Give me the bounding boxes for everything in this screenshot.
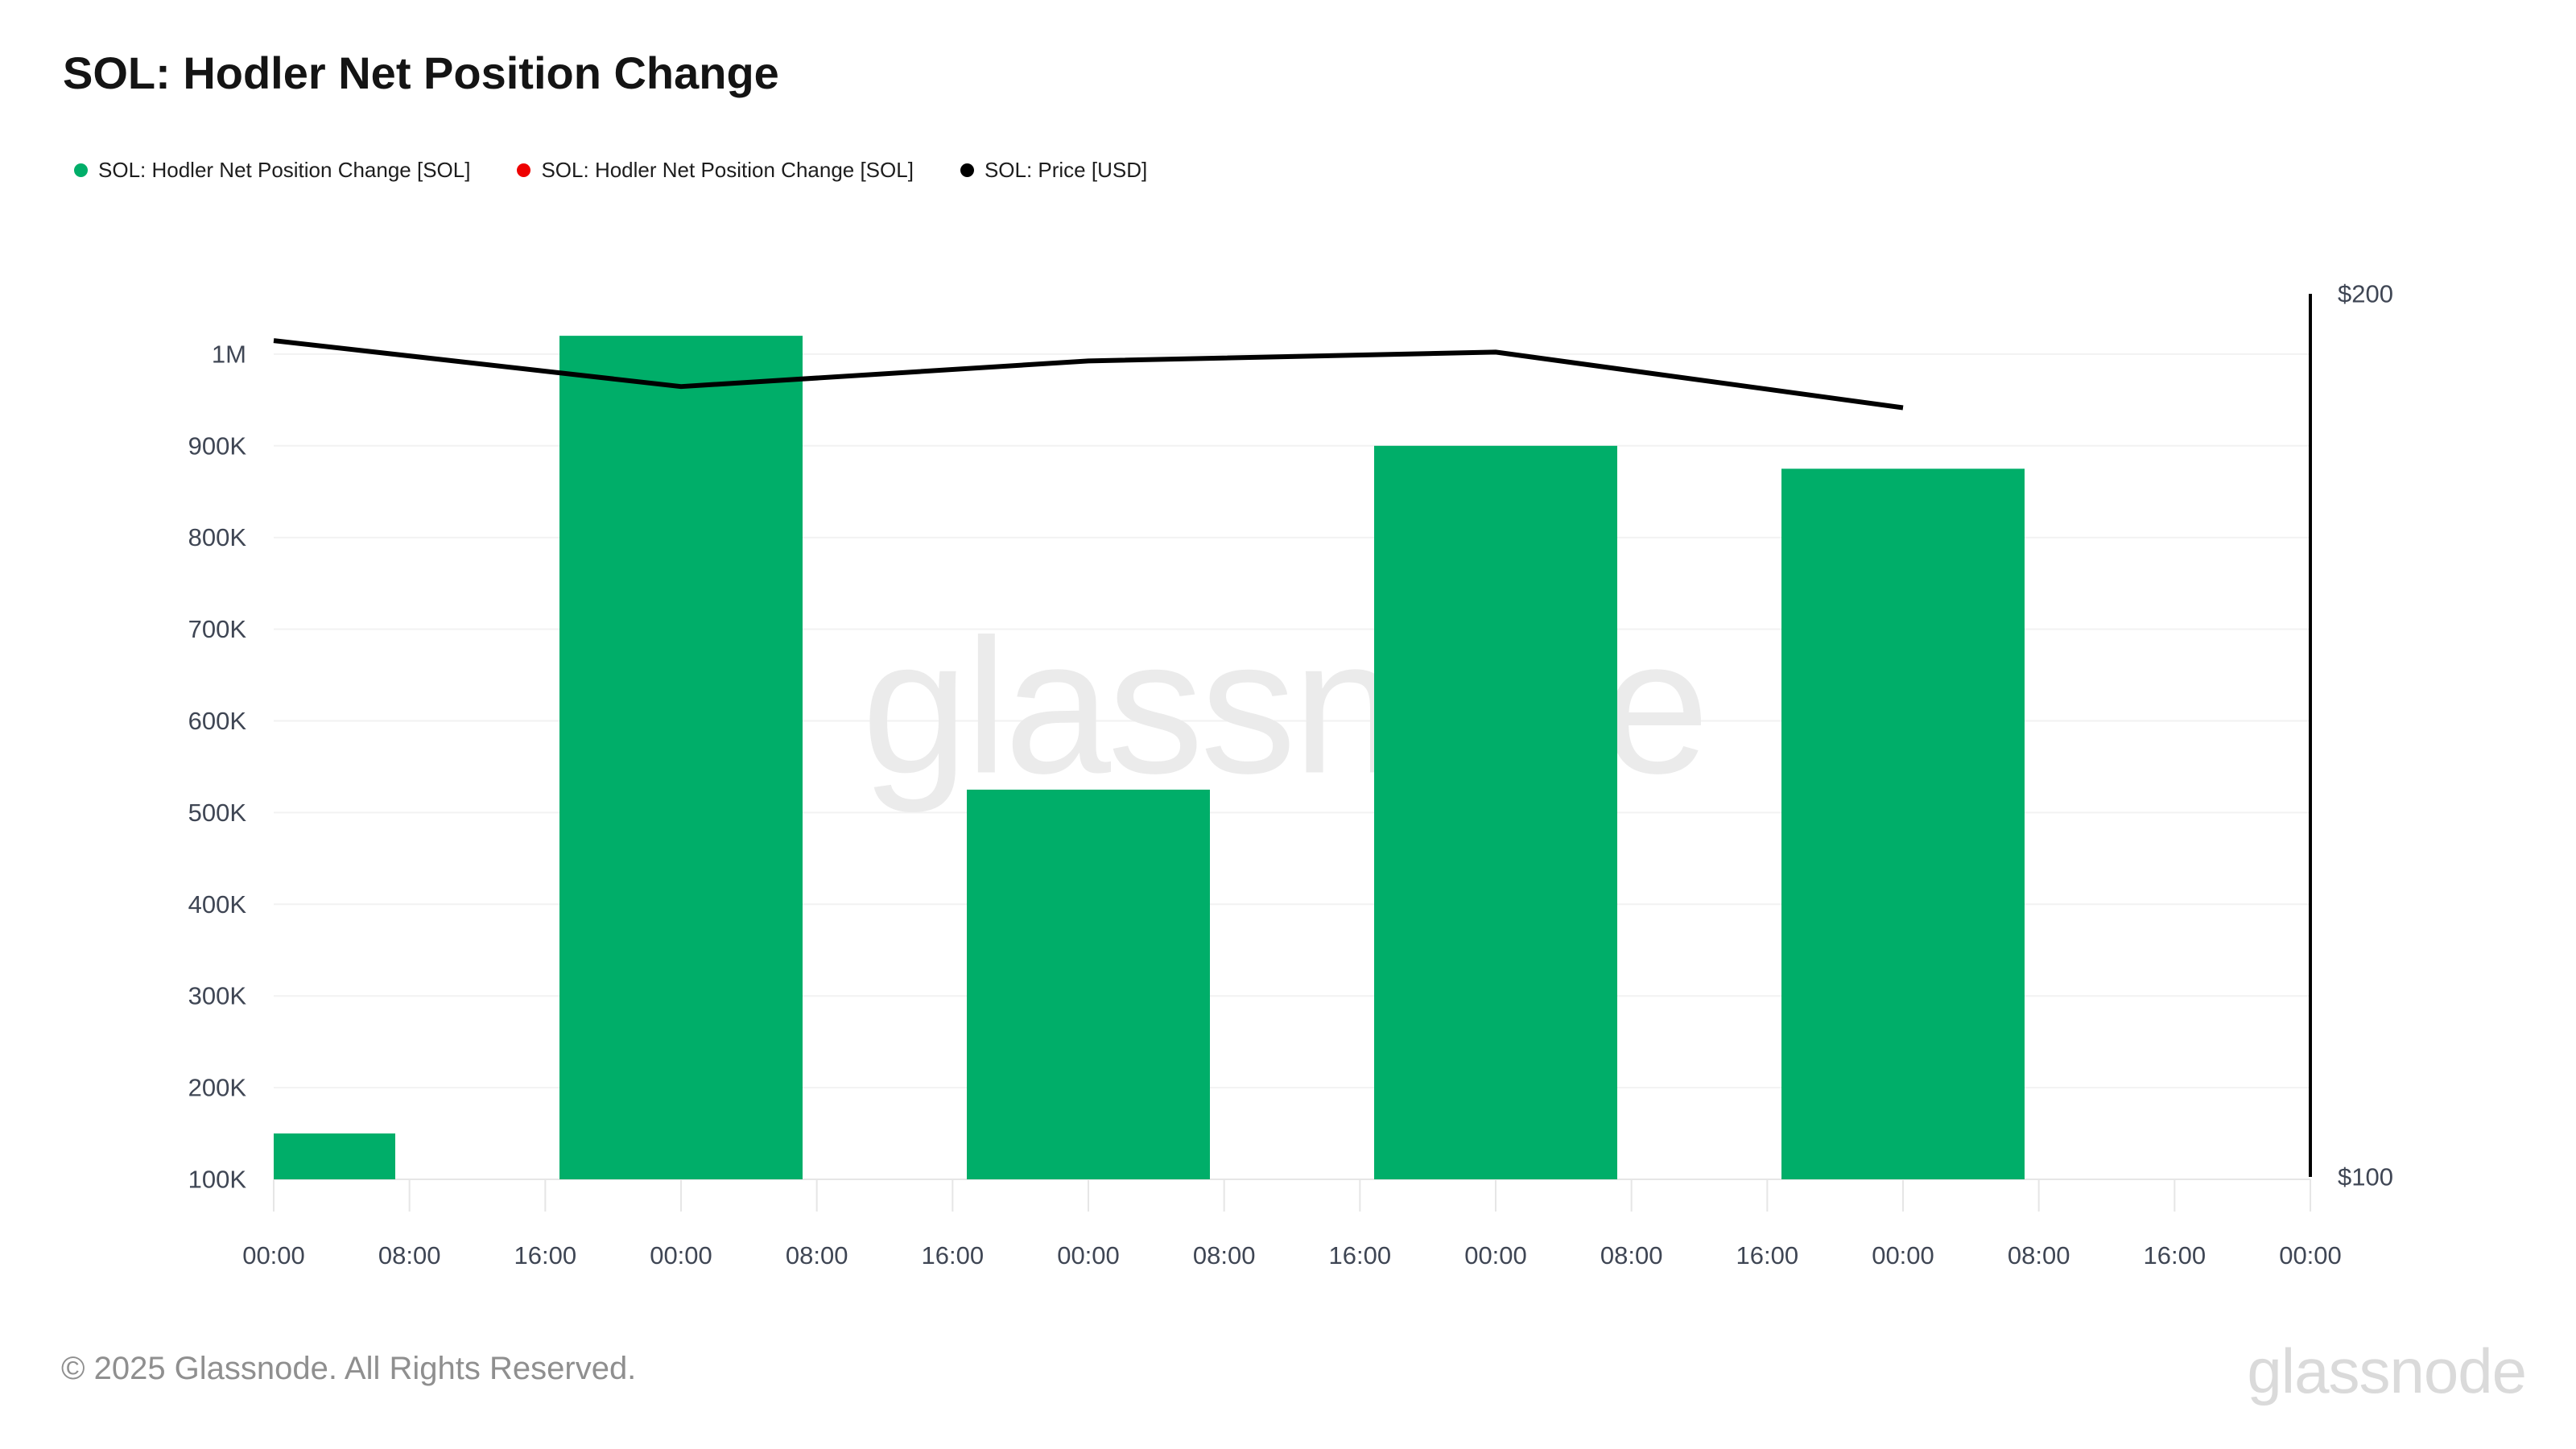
- x-axis-tick-label: 16:00: [2144, 1241, 2207, 1269]
- right-axis-min-label: $100: [2338, 1163, 2393, 1191]
- x-axis-tick-label: 08:00: [786, 1241, 848, 1269]
- x-axis-tick-label: 00:00: [1464, 1241, 1527, 1269]
- bar-hodler-net-position-change[interactable]: [1781, 469, 2025, 1179]
- x-axis-tick-label: 00:00: [650, 1241, 712, 1269]
- chart-legend: SOL: Hodler Net Position Change [SOL] SO…: [74, 158, 1147, 183]
- x-axis-tick-label: 08:00: [2008, 1241, 2070, 1269]
- x-axis-tick-label: 00:00: [242, 1241, 305, 1269]
- bar-hodler-net-position-change[interactable]: [152, 1133, 395, 1179]
- y-axis-tick-label: 500K: [188, 799, 247, 827]
- x-axis-tick-label: 08:00: [1600, 1241, 1663, 1269]
- x-axis-tick-label: 00:00: [1057, 1241, 1120, 1269]
- x-axis-tick-label: 00:00: [2279, 1241, 2342, 1269]
- x-axis-tick-label: 16:00: [514, 1241, 577, 1269]
- bar-series-group: [152, 336, 2025, 1179]
- y-axis-tick-label: 900K: [188, 431, 247, 460]
- green-series-dot-icon: [74, 163, 88, 177]
- x-axis-tick-label: 16:00: [1736, 1241, 1799, 1269]
- y-axis-tick-label: 800K: [188, 523, 247, 551]
- legend-item-label: SOL: Hodler Net Position Change [SOL]: [98, 158, 471, 182]
- x-axis-tick-label: 08:00: [378, 1241, 441, 1269]
- y-axis-tick-label: 600K: [188, 707, 247, 735]
- bar-hodler-net-position-change[interactable]: [967, 789, 1210, 1179]
- legend-item-hodler-net-position-green[interactable]: SOL: Hodler Net Position Change [SOL]: [74, 158, 470, 183]
- legend-item-hodler-net-position-red[interactable]: SOL: Hodler Net Position Change [SOL]: [517, 158, 914, 183]
- legend-item-label: SOL: Price [USD]: [984, 158, 1148, 182]
- glassnode-logo: glassnode: [2247, 1335, 2527, 1406]
- legend-item-label: SOL: Hodler Net Position Change [SOL]: [541, 158, 914, 182]
- y-axis-tick-label: 200K: [188, 1074, 247, 1102]
- red-series-dot-icon: [517, 163, 531, 177]
- right-axis-max-label: $200: [2338, 280, 2393, 308]
- price-line[interactable]: [273, 338, 1904, 411]
- x-axis-tick-label: 16:00: [922, 1241, 985, 1269]
- x-axis-tick-label: 08:00: [1193, 1241, 1256, 1269]
- y-axis-tick-label: 1M: [212, 340, 246, 368]
- bar-hodler-net-position-change[interactable]: [559, 336, 803, 1179]
- page-title: SOL: Hodler Net Position Change: [63, 47, 779, 98]
- black-series-dot-icon: [960, 163, 974, 177]
- y-axis-tick-label: 100K: [188, 1166, 247, 1194]
- y-axis-tick-label: 700K: [188, 615, 247, 643]
- y-axis-tick-label: 400K: [188, 890, 247, 919]
- copyright-text: © 2025 Glassnode. All Rights Reserved.: [61, 1351, 637, 1386]
- legend-item-price[interactable]: SOL: Price [USD]: [960, 158, 1147, 183]
- bar-hodler-net-position-change[interactable]: [1374, 445, 1617, 1179]
- x-axis-tick-label: 16:00: [1329, 1241, 1392, 1269]
- x-axis-tick-label: 00:00: [1872, 1241, 1934, 1269]
- y-axis-tick-label: 300K: [188, 982, 247, 1010]
